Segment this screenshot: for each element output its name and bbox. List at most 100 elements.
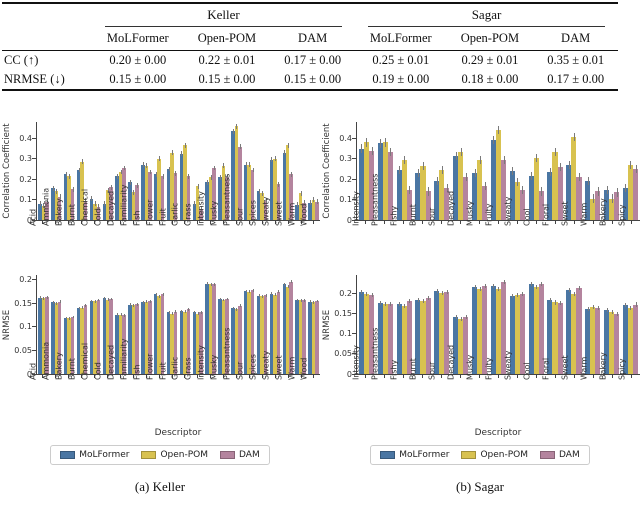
error-bar: [274, 293, 276, 297]
error-bar: [117, 313, 119, 317]
error-bar: [82, 306, 83, 309]
error-bar: [219, 297, 221, 301]
y-tick-mark: [352, 353, 356, 355]
bar-dam: [186, 308, 191, 374]
error-bar: [597, 187, 599, 196]
y-tick-mark: [32, 349, 36, 351]
y-tick-label: 0.2: [339, 174, 352, 184]
bar-dam: [238, 304, 242, 374]
error-bar: [72, 186, 74, 192]
x-tick-cell: Cold: [93, 208, 114, 273]
x-tick-label: Musky: [209, 354, 219, 380]
error-bar: [262, 191, 264, 196]
bar-open-pom: [609, 194, 615, 220]
bar-molformer: [585, 306, 591, 374]
error-bar: [278, 290, 280, 293]
error-bar: [136, 302, 138, 306]
x-tick-label: Floral: [541, 357, 551, 380]
bar-dam: [595, 187, 601, 220]
bar-dam: [482, 283, 488, 374]
y-tick-label: 0.1: [339, 195, 352, 205]
bar-molformer: [603, 308, 610, 374]
bar-group-acid: [37, 122, 50, 220]
error-bar: [120, 313, 122, 317]
col-header-openpom-sagar: Open-POM: [460, 31, 520, 45]
x-tick-cell: Floral: [541, 204, 564, 273]
bar-open-pom: [196, 312, 200, 374]
bar-open-pom: [183, 143, 187, 220]
bar-open-pom: [80, 306, 84, 374]
error-bar: [85, 303, 87, 307]
cc-value: 0.20 ± 0.00: [109, 53, 167, 67]
x-tick-label: Bakery: [598, 352, 608, 380]
x-tick-label: Burnt: [67, 358, 77, 380]
bar-group-pleasantness: [376, 122, 395, 220]
error-bar: [162, 292, 164, 296]
bar-dam: [425, 187, 431, 220]
legend-entry-open-pom: Open-POM: [141, 450, 208, 460]
x-tick-cell: Burnt: [68, 204, 88, 273]
bar-molformer: [295, 202, 299, 220]
error-bar: [172, 150, 174, 156]
bar-open-pom: [495, 126, 501, 220]
x-tick-cell: Ammonia: [42, 188, 62, 273]
bar-group-warm: [294, 275, 307, 374]
x-tick-cell: Grass: [184, 357, 204, 427]
error-bar: [39, 201, 41, 207]
error-bar: [436, 288, 438, 293]
error-bar: [252, 288, 254, 292]
group-label-keller: Keller: [105, 7, 342, 27]
x-tick-cell: Familiarity: [119, 184, 139, 273]
error-bar: [149, 169, 151, 175]
error-bar: [573, 133, 575, 142]
error-bar: [512, 166, 514, 176]
table-group-keller: Keller: [92, 3, 355, 28]
y-tick-mark: [32, 373, 36, 375]
bar-group-fruity: [489, 122, 508, 220]
error-bar: [409, 186, 411, 195]
bar-dam: [276, 181, 281, 220]
bar-molformer: [490, 136, 496, 220]
bar-dam: [500, 155, 507, 220]
x-tick-cell: Fruit: [158, 208, 178, 273]
error-bar: [531, 172, 533, 181]
caption-sagar: (b) Sagar: [455, 479, 504, 494]
error-bar: [236, 308, 238, 311]
bar-molformer: [76, 306, 81, 374]
bar-group-burnt: [414, 122, 433, 220]
x-tick-label: Grass: [183, 357, 193, 380]
bar-dam: [519, 186, 525, 220]
error-bar: [175, 310, 177, 314]
error-bar: [278, 181, 280, 187]
bar-molformer: [471, 168, 478, 220]
x-tick-label: Intensity: [196, 345, 206, 380]
error-bar: [69, 173, 71, 179]
bar-molformer: [141, 162, 145, 220]
bar-open-pom: [298, 191, 303, 220]
x-tick-cell: Chemical: [81, 343, 101, 427]
error-bar: [361, 289, 363, 294]
error-bar: [587, 306, 589, 311]
bar-open-pom: [363, 138, 369, 220]
error-bar: [512, 293, 514, 298]
bar-group-intensity: [357, 122, 376, 220]
x-tick-cell: Sweaty: [261, 351, 281, 427]
legend-entry-dam: DAM: [220, 450, 260, 460]
y-tick-mark: [352, 312, 356, 314]
bar-dam: [289, 171, 293, 220]
y-tick-mark: [352, 373, 356, 375]
error-bar: [168, 310, 170, 314]
bar-molformer: [243, 162, 248, 220]
bar-molformer: [256, 188, 261, 220]
error-bar: [197, 312, 199, 316]
bar-open-pom: [80, 159, 84, 220]
bar-dam: [109, 297, 113, 374]
legend-label: Open-POM: [160, 450, 209, 460]
error-bar: [297, 202, 299, 208]
bar-open-pom: [401, 303, 407, 374]
error-bar: [239, 304, 241, 308]
error-bar: [371, 292, 373, 297]
bar-molformer: [434, 177, 440, 220]
error-bar: [162, 173, 164, 179]
legend-swatch-icon: [220, 451, 236, 459]
